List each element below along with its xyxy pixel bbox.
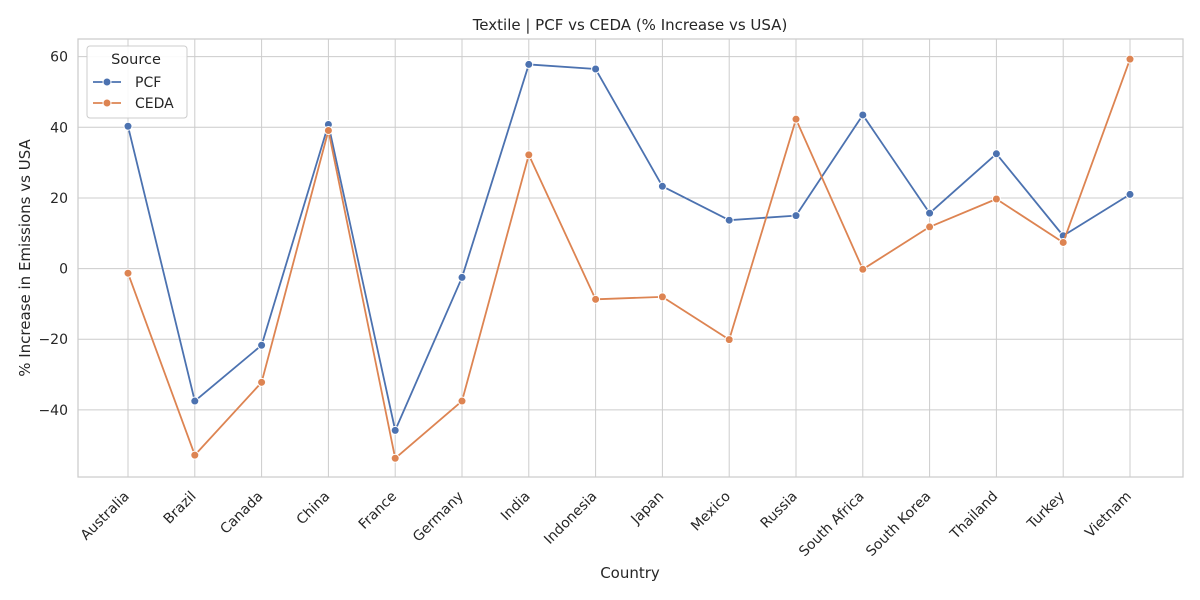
legend-entries: PCF CEDA [93, 75, 174, 112]
data-point [390, 425, 400, 435]
data-point [190, 450, 200, 460]
legend-marker [102, 77, 112, 87]
x-axis-ticks: Australia Brazil Canada China France Germany I… [78, 489, 1135, 560]
legend-label: PCF [135, 75, 161, 91]
data-point [524, 150, 534, 160]
plot-frame [77, 38, 1184, 478]
grid [78, 39, 1183, 477]
x-tick-label: Indonesia [541, 489, 600, 548]
series [123, 54, 1135, 463]
series-pcf [123, 59, 1135, 435]
data-point [1058, 237, 1068, 247]
data-point [591, 64, 601, 74]
data-point [724, 335, 734, 345]
data-point [1125, 189, 1135, 199]
data-point [457, 272, 467, 282]
x-tick-label: Australia [78, 489, 133, 544]
x-axis-label: Country [600, 564, 660, 582]
data-point [791, 114, 801, 124]
y-tick-label: 0 [59, 262, 68, 278]
x-tick-label: India [498, 489, 534, 525]
data-point [457, 396, 467, 406]
legend: Source PCF CEDA [86, 45, 188, 119]
y-tick-label: −40 [38, 403, 68, 419]
data-point [657, 181, 667, 191]
x-tick-label: South Africa [796, 489, 867, 560]
data-point [323, 125, 333, 135]
series-line [127, 63, 1131, 432]
legend-marker [102, 98, 112, 108]
y-axis-label: % Increase in Emissions vs USA [16, 139, 34, 377]
x-tick-label: Thailand [947, 489, 1002, 544]
y-tick-label: 20 [50, 191, 68, 207]
x-tick-label: South Korea [863, 489, 934, 560]
data-point [925, 222, 935, 232]
legend-box [86, 45, 188, 119]
x-tick-label: Russia [758, 489, 801, 532]
legend-title: Source [111, 52, 161, 68]
data-point [858, 264, 868, 274]
x-tick-label: Canada [217, 489, 266, 538]
x-tick-label: Vietnam [1082, 489, 1135, 542]
data-point [991, 149, 1001, 159]
x-tick-label: Mexico [688, 489, 734, 535]
data-point [925, 208, 935, 218]
data-point [123, 121, 133, 131]
legend-label: CEDA [135, 96, 174, 112]
x-tick-label: France [356, 489, 400, 533]
data-point [858, 110, 868, 120]
data-point [257, 377, 267, 387]
data-point [257, 340, 267, 350]
series-ceda [123, 54, 1135, 463]
data-point [190, 396, 200, 406]
data-point [791, 211, 801, 221]
data-point [123, 268, 133, 278]
y-tick-label: 60 [50, 50, 68, 66]
x-tick-label: Germany [410, 489, 467, 546]
data-point [390, 453, 400, 463]
y-tick-label: −20 [38, 332, 68, 348]
x-tick-label: China [294, 489, 334, 529]
data-point [991, 194, 1001, 204]
data-point [724, 215, 734, 225]
legend-entry: CEDA [93, 96, 174, 112]
y-tick-label: 40 [50, 120, 68, 136]
series-line [127, 58, 1131, 460]
data-point [591, 294, 601, 304]
data-point [524, 59, 534, 69]
chart-title: Textile | PCF vs CEDA (% Increase vs USA… [472, 16, 788, 34]
x-tick-label: Brazil [161, 489, 200, 528]
x-tick-label: Turkey [1024, 489, 1068, 533]
x-tick-label: Japan [628, 489, 668, 529]
data-point [657, 292, 667, 302]
y-axis-ticks: −40 −20 0 20 40 60 [38, 50, 68, 419]
legend-entry: PCF [93, 75, 161, 91]
data-point [1125, 54, 1135, 64]
